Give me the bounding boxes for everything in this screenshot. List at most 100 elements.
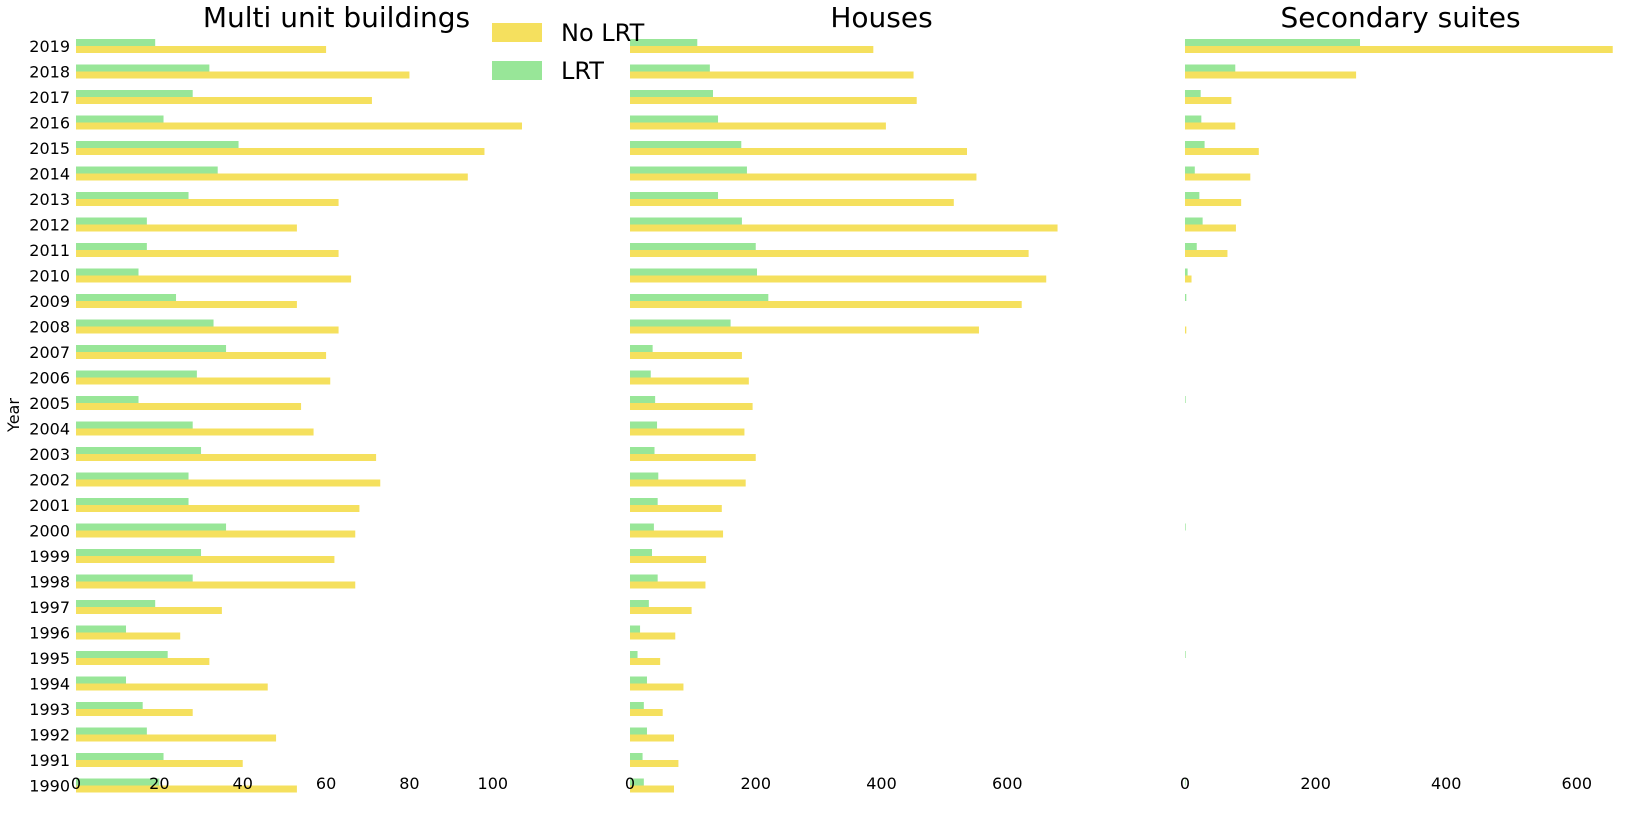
bar-multi-unit-buildings-lrt-2014: [76, 166, 218, 174]
bar-houses-lrt-2012: [630, 217, 742, 225]
bar-multi-unit-buildings-no-lrt-2007: [76, 352, 327, 359]
bar-secondary-suites-no-lrt-2013: [1185, 199, 1242, 206]
bar-multi-unit-buildings-lrt-2001: [76, 498, 189, 505]
bar-houses-lrt-2014: [630, 166, 747, 174]
bar-houses-no-lrt-2017: [630, 97, 917, 104]
y-tick-label-2007: 2007: [29, 343, 70, 362]
bar-houses-no-lrt-2008: [630, 326, 979, 334]
bar-multi-unit-buildings-no-lrt-2001: [76, 505, 360, 512]
bar-secondary-suites-lrt-2016: [1185, 115, 1202, 123]
bar-multi-unit-buildings-no-lrt-2009: [76, 301, 297, 308]
y-tick-label-2002: 2002: [29, 471, 70, 490]
bar-multi-unit-buildings-no-lrt-1998: [76, 581, 356, 589]
y-axis-label: Year: [4, 398, 23, 433]
y-tick-label-2006: 2006: [29, 369, 70, 388]
bar-multi-unit-buildings-lrt-2008: [76, 319, 214, 327]
bar-houses-lrt-1997: [630, 600, 649, 607]
bar-multi-unit-buildings-lrt-2010: [76, 268, 139, 276]
y-tick-label-2003: 2003: [29, 445, 70, 464]
bar-multi-unit-buildings-lrt-2017: [76, 90, 193, 97]
bar-houses-no-lrt-1991: [630, 760, 679, 767]
bar-houses-lrt-2015: [630, 141, 742, 148]
y-tick-label-1993: 1993: [29, 700, 70, 719]
bar-multi-unit-buildings-lrt-1991: [76, 753, 164, 760]
bar-multi-unit-buildings-lrt-2011: [76, 243, 147, 250]
bar-multi-unit-buildings-no-lrt-2013: [76, 199, 339, 206]
bar-multi-unit-buildings-lrt-2012: [76, 217, 147, 225]
bar-secondary-suites-lrt-2000: [1185, 523, 1186, 531]
bar-multi-unit-buildings-lrt-2016: [76, 115, 164, 123]
bar-houses-lrt-2001: [630, 498, 658, 505]
bar-secondary-suites-lrt-2009: [1185, 294, 1187, 301]
bar-multi-unit-buildings-lrt-2019: [76, 39, 156, 46]
bar-houses-no-lrt-2009: [630, 301, 1022, 308]
bar-houses-no-lrt-2007: [630, 352, 742, 359]
bar-houses-lrt-1999: [630, 549, 653, 556]
bar-multi-unit-buildings-no-lrt-2012: [76, 224, 297, 232]
bar-houses-lrt-1995: [630, 651, 638, 658]
legend-label-no-lrt: No LRT: [561, 19, 645, 47]
bar-secondary-suites-lrt-2015: [1185, 141, 1205, 148]
y-tick-label-1992: 1992: [29, 726, 70, 745]
x-tick-label-multi-unit-buildings-0: 0: [71, 774, 81, 793]
bar-houses-lrt-2006: [630, 370, 651, 378]
bar-multi-unit-buildings-lrt-2018: [76, 64, 210, 72]
legend-swatch-lrt: [492, 61, 542, 80]
bar-multi-unit-buildings-no-lrt-1990: [76, 785, 297, 793]
y-tick-label-2010: 2010: [29, 267, 70, 286]
bar-houses-lrt-1993: [630, 702, 644, 709]
bar-secondary-suites-lrt-2018: [1185, 64, 1236, 72]
x-tick-label-multi-unit-buildings-40: 40: [233, 774, 253, 793]
bar-houses-no-lrt-2006: [630, 377, 749, 385]
y-tick-label-1998: 1998: [29, 573, 70, 592]
bar-houses-no-lrt-1997: [630, 607, 692, 614]
y-tick-label-2005: 2005: [29, 394, 70, 413]
bar-multi-unit-buildings-lrt-1995: [76, 651, 168, 658]
bar-houses-lrt-2009: [630, 294, 769, 301]
bar-multi-unit-buildings-no-lrt-2017: [76, 97, 372, 104]
bar-houses-no-lrt-1992: [630, 734, 675, 742]
bar-multi-unit-buildings-no-lrt-1996: [76, 632, 181, 640]
bar-houses-no-lrt-1996: [630, 632, 676, 640]
bar-houses-no-lrt-2010: [630, 275, 1047, 283]
bar-multi-unit-buildings-lrt-2015: [76, 141, 239, 148]
bar-secondary-suites-no-lrt-2015: [1185, 148, 1259, 155]
bar-multi-unit-buildings-lrt-1997: [76, 600, 156, 607]
bar-secondary-suites-lrt-2019: [1185, 39, 1361, 46]
bar-houses-lrt-1996: [630, 625, 641, 633]
y-tick-label-2000: 2000: [29, 522, 70, 541]
y-tick-label-2001: 2001: [29, 496, 70, 515]
x-tick-label-secondary-suites-600: 600: [1562, 774, 1593, 793]
y-tick-label-2016: 2016: [29, 114, 70, 133]
bar-secondary-suites-no-lrt-2019: [1185, 46, 1613, 53]
x-tick-label-multi-unit-buildings-60: 60: [316, 774, 336, 793]
y-tick-label-2013: 2013: [29, 190, 70, 209]
bar-multi-unit-buildings-lrt-1992: [76, 727, 147, 735]
bar-houses-no-lrt-2002: [630, 479, 746, 487]
bar-secondary-suites-no-lrt-2018: [1185, 71, 1357, 79]
bar-houses-lrt-2000: [630, 523, 654, 531]
bar-houses-lrt-1994: [630, 676, 647, 684]
x-tick-label-secondary-suites-200: 200: [1300, 774, 1331, 793]
panel-title-houses: Houses: [830, 1, 932, 34]
bar-multi-unit-buildings-no-lrt-2018: [76, 71, 410, 79]
bar-multi-unit-buildings-no-lrt-2006: [76, 377, 331, 385]
bar-multi-unit-buildings-no-lrt-2019: [76, 46, 327, 53]
y-tick-label-2004: 2004: [29, 420, 70, 439]
bar-houses-lrt-2008: [630, 319, 731, 327]
bar-houses-lrt-2018: [630, 64, 710, 72]
x-tick-label-houses-200: 200: [740, 774, 771, 793]
bar-multi-unit-buildings-lrt-2000: [76, 523, 227, 531]
bar-multi-unit-buildings-no-lrt-1993: [76, 709, 193, 716]
x-tick-label-multi-unit-buildings-20: 20: [149, 774, 169, 793]
y-tick-label-2014: 2014: [29, 165, 70, 184]
bar-houses-lrt-2013: [630, 192, 719, 199]
bar-secondary-suites-no-lrt-2012: [1185, 224, 1236, 232]
bar-multi-unit-buildings-no-lrt-2003: [76, 454, 377, 461]
bar-multi-unit-buildings-lrt-2009: [76, 294, 177, 301]
panel-title-multi-unit-buildings: Multi unit buildings: [203, 1, 470, 34]
bar-houses-lrt-1990: [630, 778, 644, 786]
bar-multi-unit-buildings-lrt-1999: [76, 549, 202, 556]
legend-swatch-no-lrt: [492, 23, 542, 42]
bar-secondary-suites-lrt-1995: [1185, 651, 1186, 658]
